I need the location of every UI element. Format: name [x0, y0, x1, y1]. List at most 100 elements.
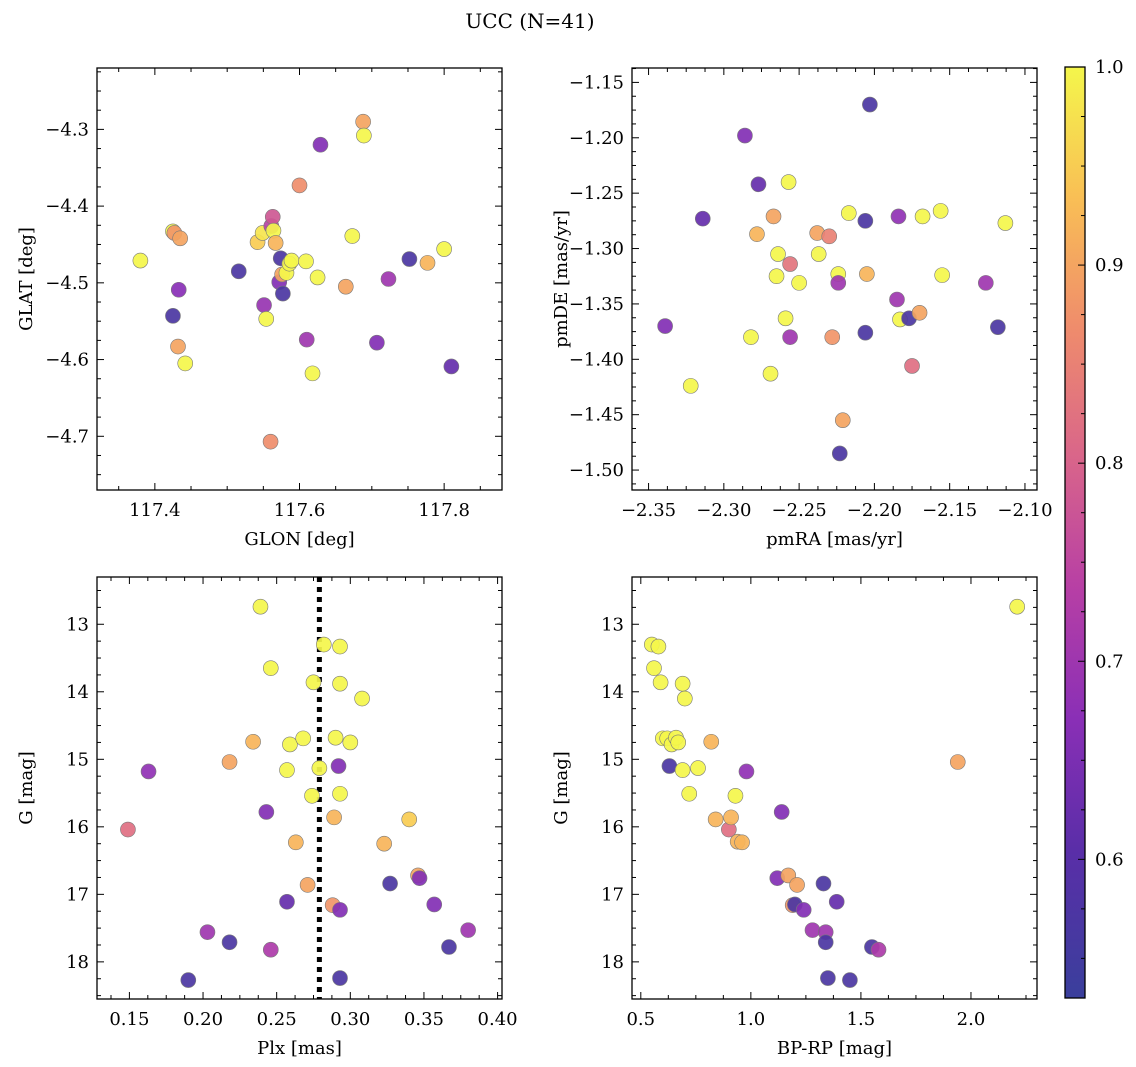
y-tick-label: 17	[601, 884, 624, 905]
scatter-point	[870, 941, 887, 958]
scatter-point	[419, 255, 436, 271]
scatter-point	[256, 297, 272, 313]
colorbar-tick-label: 0.8	[1095, 453, 1124, 474]
scatter-point	[859, 266, 875, 282]
scatter-points	[120, 598, 476, 988]
scatter-point	[828, 893, 845, 910]
scatter-point	[997, 215, 1014, 231]
scatter-point	[831, 445, 848, 462]
x-tick-label: −2.15	[922, 500, 977, 521]
y-tick-label: 18	[601, 952, 624, 973]
panel-frame	[631, 576, 1038, 1000]
scatter-point	[674, 675, 691, 692]
scatter-panel-2: −2.35 −2.30 −2.25 −2.20 −2.15 −2.10 −1.15 −1.20…	[551, 67, 1053, 550]
y-tick-label: 13	[66, 614, 89, 635]
scatter-point	[165, 308, 181, 324]
y-tick-label: −1.40	[569, 349, 624, 370]
y-tick-label: −1.25	[569, 183, 624, 204]
scatter-point	[258, 311, 275, 327]
y-tick-label: −1.50	[569, 460, 624, 481]
scatter-point	[830, 275, 847, 291]
scatter-point	[834, 412, 851, 429]
x-tick-label: 0.35	[404, 1009, 444, 1030]
scatter-point	[810, 246, 827, 262]
colorbar-tick-label: 1.0	[1095, 57, 1124, 78]
scatter-point	[332, 785, 348, 802]
x-tick-label: 0.25	[257, 1009, 297, 1030]
scatter-point	[342, 734, 359, 751]
panel-frame	[96, 67, 503, 491]
scatter-panel-3: 0.15 0.20 0.25 0.30 0.35 0.40 13 14 15 16 17 18 Plx …	[16, 576, 518, 1059]
scatter-point	[411, 870, 428, 886]
y-tick-label: 13	[601, 614, 624, 635]
x-tick-label: 1.0	[737, 1009, 766, 1030]
scatter-point	[283, 252, 300, 269]
scatter-point	[889, 291, 905, 308]
x-tick-label: 2.0	[957, 1009, 986, 1030]
panels: 117.4 117.6 117.8 −4.3 −4.4 −4.5 −4.6 −4.7 GLON …	[16, 67, 1053, 1059]
scatter-point	[782, 329, 798, 345]
y-tick-label: −4.6	[45, 350, 89, 371]
y-axis-label: G [mag]	[16, 751, 37, 824]
scatter-point	[765, 208, 782, 225]
scatter-point	[305, 674, 322, 691]
scatter-point	[332, 902, 348, 918]
x-tick-label: 117.4	[129, 500, 181, 521]
scatter-point	[842, 972, 858, 988]
scatter-point	[681, 785, 698, 802]
y-tick-label: −4.7	[45, 426, 89, 447]
scatter-point	[376, 835, 392, 852]
scatter-point	[275, 285, 291, 302]
y-tick-label: 15	[66, 749, 89, 770]
y-tick-label: −1.35	[569, 294, 624, 315]
scatter-point	[749, 226, 765, 242]
x-tick-label: −2.10	[997, 500, 1052, 521]
scatter-point	[780, 174, 797, 190]
scatter-point	[140, 763, 157, 780]
scatter-point	[170, 338, 186, 355]
scatter-point	[743, 329, 759, 345]
scatter-point	[326, 809, 342, 826]
x-axis-label: GLON [deg]	[244, 529, 354, 550]
x-tick-label: 0.5	[626, 1009, 655, 1030]
scatter-point	[762, 365, 779, 382]
tick-marks	[97, 577, 502, 999]
scatter-point	[298, 253, 314, 270]
scatter-point	[820, 970, 836, 986]
scatter-point	[180, 972, 197, 988]
scatter-point	[332, 638, 348, 655]
scatter-point	[262, 433, 279, 450]
scatter-point	[817, 934, 834, 951]
scatter-point	[380, 271, 397, 287]
scatter-point	[441, 939, 457, 955]
x-tick-label: −2.25	[772, 500, 827, 521]
scatter-point	[824, 329, 841, 345]
scatter-point	[304, 787, 320, 804]
scatter-point	[354, 690, 370, 707]
scatter-point	[857, 324, 874, 341]
scatter-point	[170, 281, 187, 298]
scatter-point	[773, 804, 790, 820]
x-tick-label: 117.6	[274, 500, 326, 521]
scatter-point	[862, 96, 878, 113]
scatter-point	[299, 877, 316, 893]
x-axis-label: pmRA [mas/yr]	[766, 529, 903, 550]
scatter-point	[245, 733, 261, 750]
scatter-point	[914, 208, 931, 225]
scatter-point	[703, 733, 720, 750]
y-tick-label: −1.30	[569, 239, 624, 260]
scatter-point	[690, 760, 706, 776]
scatter-point	[657, 318, 673, 334]
scatter-point	[279, 762, 295, 778]
scatter-point	[344, 228, 361, 244]
scatter-point	[978, 275, 994, 291]
scatter-point	[791, 275, 807, 291]
scatter-point	[782, 256, 798, 272]
y-tick-label: 14	[66, 682, 89, 703]
scatter-point	[258, 804, 275, 820]
scatter-point	[332, 970, 348, 986]
scatter-points	[657, 96, 1014, 462]
scatter-point	[738, 763, 755, 780]
y-tick-label: −1.15	[569, 72, 624, 93]
y-tick-label: −4.3	[45, 119, 89, 140]
